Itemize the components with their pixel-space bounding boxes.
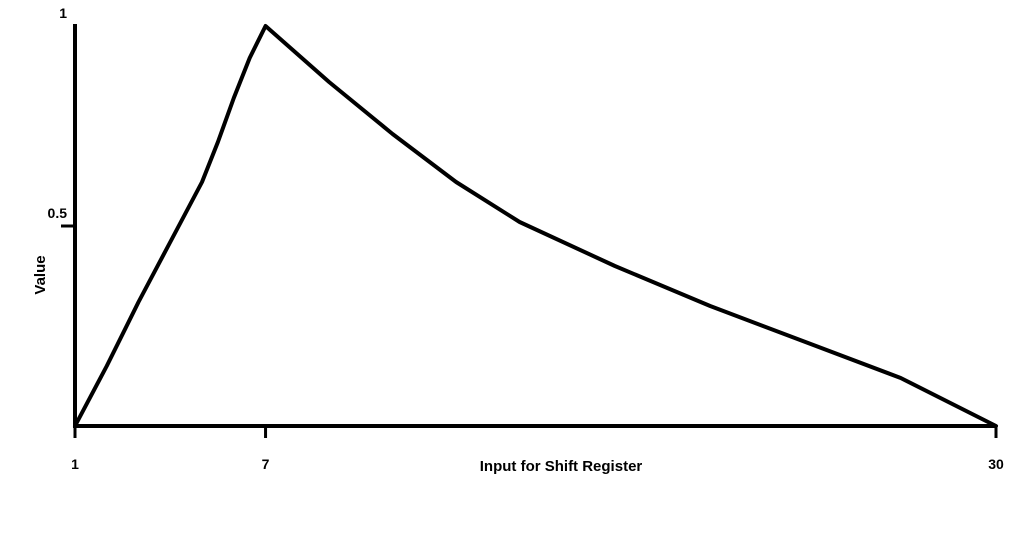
x-tick-label-30: 30 [988,456,1004,472]
x-tick-label-7: 7 [262,456,270,472]
x-axis-title: Input for Shift Register [480,458,643,475]
x-tick-label-1: 1 [71,456,79,472]
plot-area: 1 7 30 1 0.5 [48,5,1004,472]
y-tick-label-0_5: 0.5 [48,205,68,221]
y-tick-label-1: 1 [59,5,67,21]
series-line-0 [73,24,998,428]
y-axis-title: Value [32,255,49,294]
